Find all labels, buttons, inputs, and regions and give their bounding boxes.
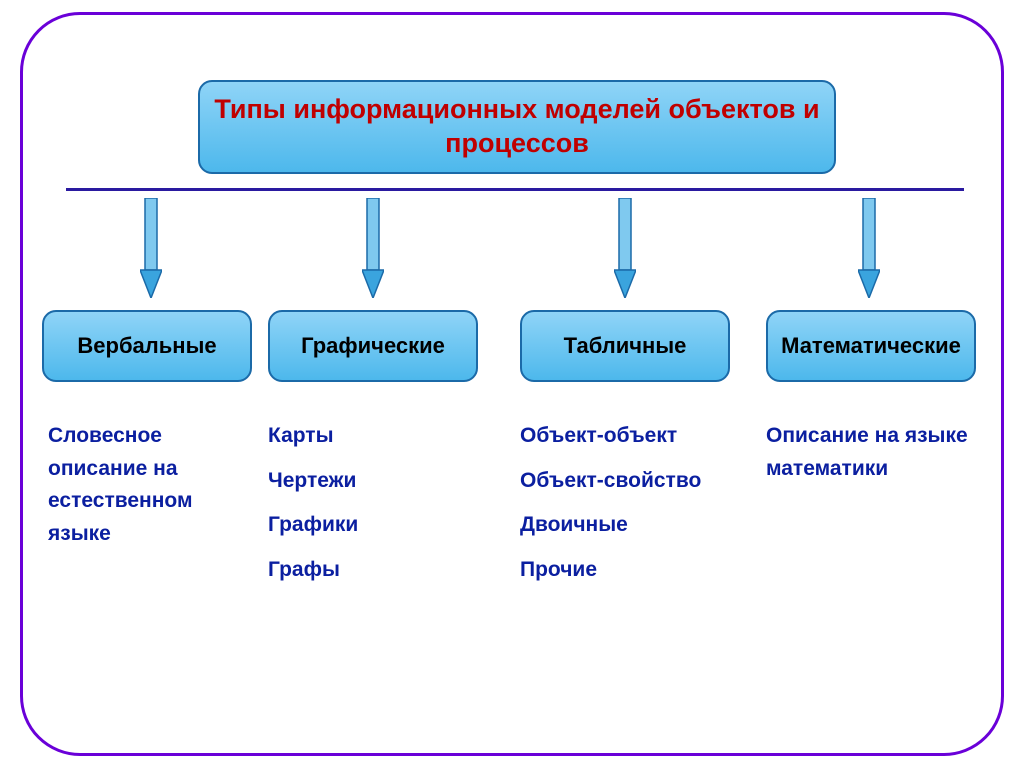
category-label-3: Математические (781, 333, 961, 359)
category-box-3: Математические (766, 310, 976, 382)
arrow-2 (614, 198, 636, 298)
desc-1-item-3: Графы (268, 554, 478, 587)
desc-1: Карты Чертежи Графики Графы (268, 420, 478, 598)
desc-2: Объект-объект Объект-свойство Двоичные П… (520, 420, 730, 598)
desc-3: Описание на языке математики (766, 420, 976, 497)
category-box-1: Графические (268, 310, 478, 382)
desc-2-item-2: Двоичные (520, 509, 730, 542)
arrow-0 (140, 198, 162, 298)
category-label-1: Графические (301, 333, 445, 359)
desc-2-item-1: Объект-свойство (520, 465, 730, 498)
category-box-0: Вербальные (42, 310, 252, 382)
arrow-3 (858, 198, 880, 298)
desc-1-item-1: Чертежи (268, 465, 478, 498)
title-box: Типы информационных моделей объектов и п… (198, 80, 836, 174)
category-box-2: Табличные (520, 310, 730, 382)
desc-3-item-0: Описание на языке математики (766, 420, 976, 485)
horizontal-divider (66, 188, 964, 191)
desc-0-item-0: Словесное описание на естественном языке (48, 420, 258, 550)
category-label-0: Вербальные (77, 333, 216, 359)
desc-1-item-2: Графики (268, 509, 478, 542)
desc-0: Словесное описание на естественном языке (48, 420, 258, 562)
desc-2-item-0: Объект-объект (520, 420, 730, 453)
desc-2-item-3: Прочие (520, 554, 730, 587)
title-text: Типы информационных моделей объектов и п… (210, 93, 824, 161)
arrow-1 (362, 198, 384, 298)
desc-1-item-0: Карты (268, 420, 478, 453)
category-label-2: Табличные (564, 333, 687, 359)
